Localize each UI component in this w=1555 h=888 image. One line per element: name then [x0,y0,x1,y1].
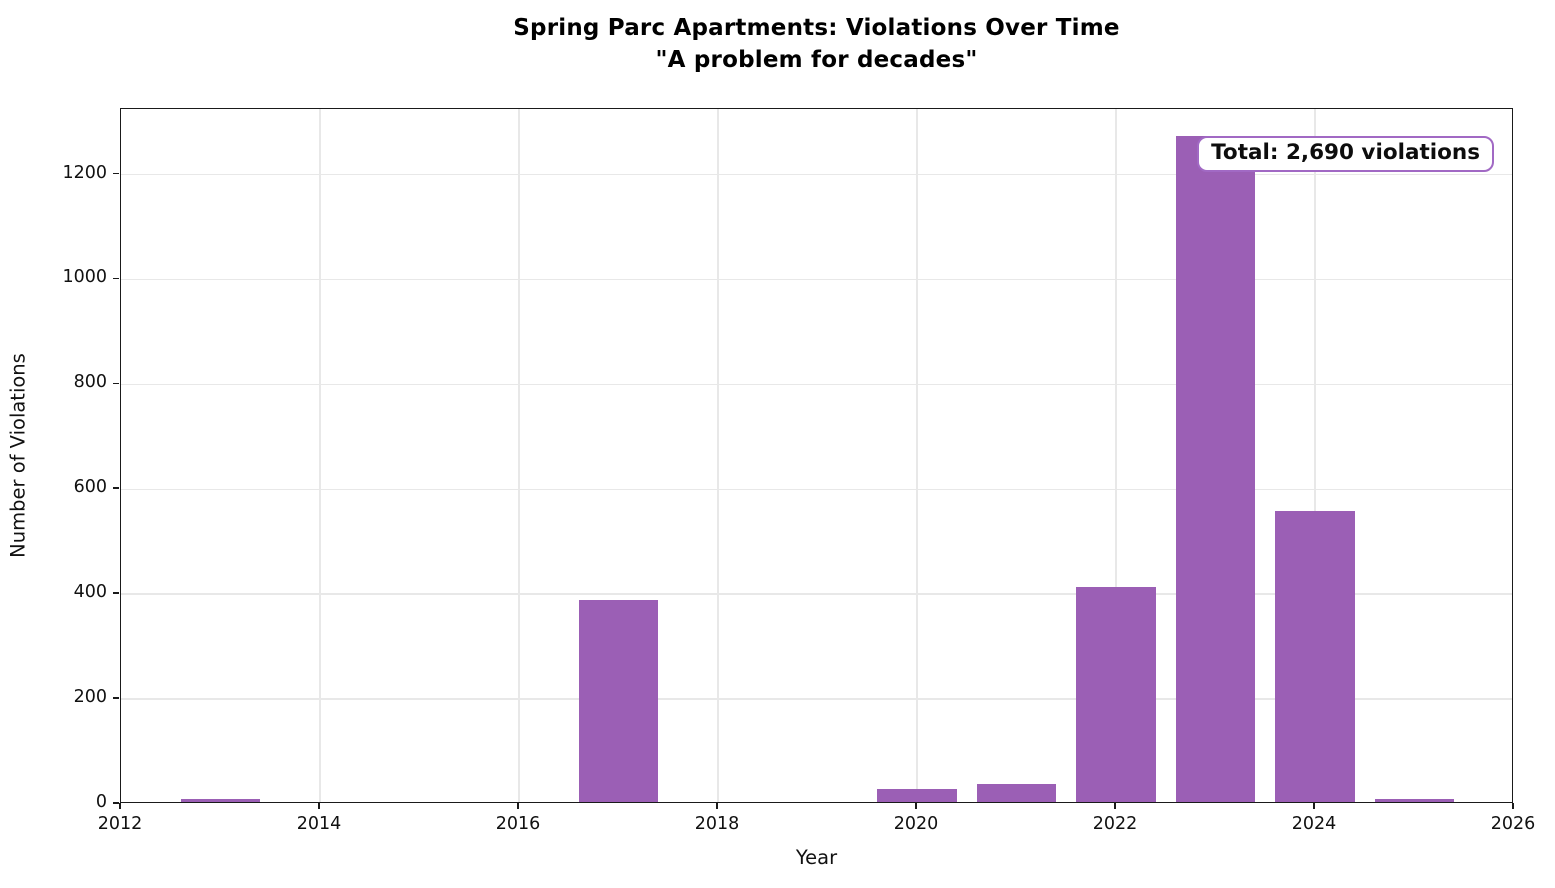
x-tick-mark [1512,803,1514,809]
x-tick-label: 2016 [495,814,541,834]
bar-2020 [877,788,957,802]
x-gridline [916,109,918,802]
y-gridline [121,593,1512,595]
bar-2023 [1175,135,1256,802]
x-tick-label: 2018 [694,814,740,834]
y-tick-mark [113,592,119,595]
chart-title: Spring Parc Apartments: Violations Over … [513,15,1120,41]
y-gridline [121,488,1512,491]
x-tick-mark [318,803,320,809]
y-tick-label: 1200 [62,162,107,183]
y-tick-label: 0 [95,792,107,812]
chart-title-block: Spring Parc Apartments: Violations Over … [120,12,1513,76]
x-gridline [1314,109,1316,802]
y-tick-mark [113,802,119,804]
x-tick-mark [1313,803,1315,809]
x-tick-mark [915,803,917,809]
x-tick-mark [119,803,121,809]
y-tick-mark [113,697,119,699]
y-tick-mark [113,382,119,385]
x-tick-label: 2022 [1092,814,1138,834]
total-annotation: Total: 2,690 violations [1197,136,1494,172]
y-axis-label: Number of Violations [6,353,30,558]
x-tick-mark [716,803,718,809]
y-gridline [121,698,1512,700]
y-tick-label: 200 [73,687,107,708]
x-tick-label: 2020 [893,814,939,834]
bar-2025 [1374,799,1455,802]
y-gridline [121,173,1512,176]
y-tick-label: 800 [73,372,107,393]
x-tick-label: 2014 [296,814,342,834]
x-tick-label: 2012 [97,814,143,834]
y-gridline [121,383,1512,386]
bar-2017 [578,600,659,802]
bar-2022 [1076,586,1156,802]
chart-subtitle: "A problem for decades" [655,47,978,73]
x-axis-label: Year [795,846,838,869]
bar-2024 [1275,510,1355,802]
x-tick-label: 2026 [1490,814,1536,834]
y-tick-label: 1000 [62,267,107,288]
x-gridline [518,109,520,802]
x-tick-mark [517,803,519,809]
x-gridline [1115,109,1117,802]
y-gridline [121,278,1512,281]
x-tick-mark [1114,803,1116,809]
y-tick-mark [113,487,119,490]
y-tick-label: 400 [73,582,107,603]
x-tick-label: 2024 [1291,814,1337,834]
bar-2021 [976,783,1057,802]
x-gridline [319,109,321,802]
y-tick-label: 600 [73,477,107,498]
plot-area: Total: 2,690 violations [120,108,1513,803]
x-gridline [717,109,719,802]
y-tick-mark [113,277,119,280]
y-tick-mark [113,172,119,175]
bar-2013 [180,799,261,802]
